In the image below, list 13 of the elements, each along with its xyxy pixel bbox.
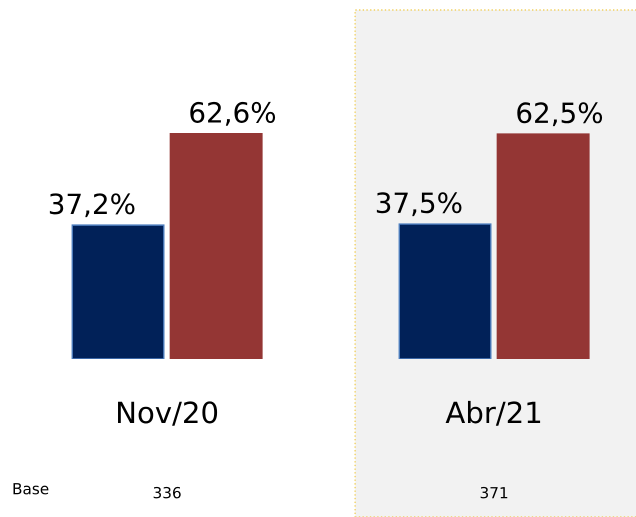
bar — [170, 133, 263, 359]
text: 371 — [480, 486, 508, 498]
bar — [72, 224, 165, 359]
text: 336 — [154, 486, 181, 498]
data-label: 37,2% — [50, 193, 134, 218]
x-tick-label: Nov/20 — [118, 401, 218, 426]
x-tick-label: Abr/21 — [446, 400, 540, 426]
data-label: 62,5% — [517, 102, 602, 126]
bar — [496, 133, 590, 359]
data-label: 37,5% — [376, 192, 462, 216]
text: Base — [14, 483, 48, 494]
data-label: 62,6% — [190, 102, 276, 126]
bar — [398, 223, 492, 359]
